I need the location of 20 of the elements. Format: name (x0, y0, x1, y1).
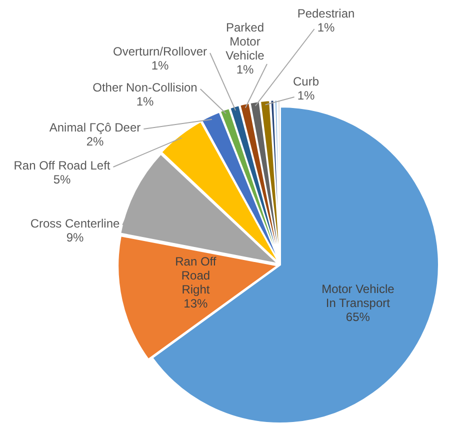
data-label: 5% (53, 172, 71, 186)
slice-label: Pedestrian (297, 6, 355, 20)
data-label: 13% (184, 296, 208, 310)
slice-label: Ran Off Road Left (14, 158, 111, 172)
slice-label: Curb (292, 74, 320, 88)
data-label: 1% (297, 88, 315, 102)
slice-label: Ran Off Road Right (175, 254, 217, 296)
data-label: 65% (346, 310, 370, 324)
slice-label: Overturn/Rollover (112, 44, 208, 58)
slice-label: Motor Vehicle In Transport (322, 282, 395, 310)
data-label: 1% (236, 62, 254, 76)
data-label: 9% (66, 230, 84, 244)
data-label: 1% (136, 94, 154, 108)
slice-label: Cross Centerline (30, 216, 120, 230)
slice-label: Parked Motor Vehicle (226, 20, 265, 62)
data-label: 2% (86, 134, 104, 148)
slice-label: Animal ΓÇô Deer (49, 120, 141, 134)
data-label: 1% (151, 58, 169, 72)
data-label: 1% (317, 20, 335, 34)
slice-label: Other Non-Collision (92, 80, 198, 94)
